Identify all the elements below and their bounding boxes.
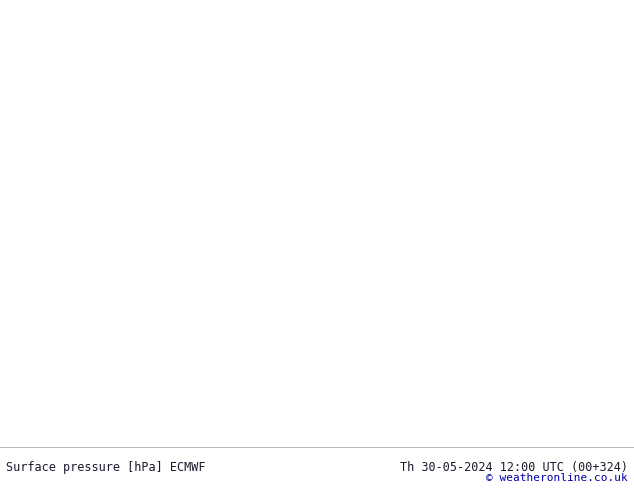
Text: © weatheronline.co.uk: © weatheronline.co.uk bbox=[486, 473, 628, 483]
Text: Surface pressure [hPa] ECMWF: Surface pressure [hPa] ECMWF bbox=[6, 462, 206, 474]
Text: Th 30-05-2024 12:00 UTC (00+324): Th 30-05-2024 12:00 UTC (00+324) bbox=[399, 462, 628, 474]
